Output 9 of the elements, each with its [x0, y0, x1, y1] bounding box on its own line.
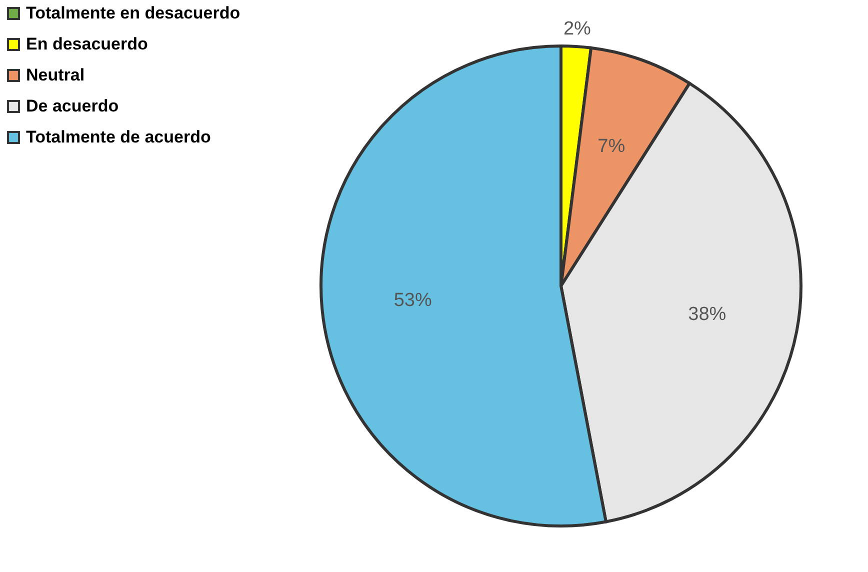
legend-label: Totalmente en desacuerdo	[26, 4, 240, 22]
legend-label: En desacuerdo	[26, 34, 148, 54]
data-label: 38%	[688, 304, 726, 325]
data-label: 2%	[563, 18, 592, 40]
legend-label: Totalmente de acuerdo	[26, 128, 211, 146]
legend-label: De acuerdo	[26, 96, 119, 116]
data-label: 53%	[394, 290, 432, 312]
legend-label: Neutral	[26, 66, 85, 84]
data-label: 7%	[598, 136, 626, 157]
